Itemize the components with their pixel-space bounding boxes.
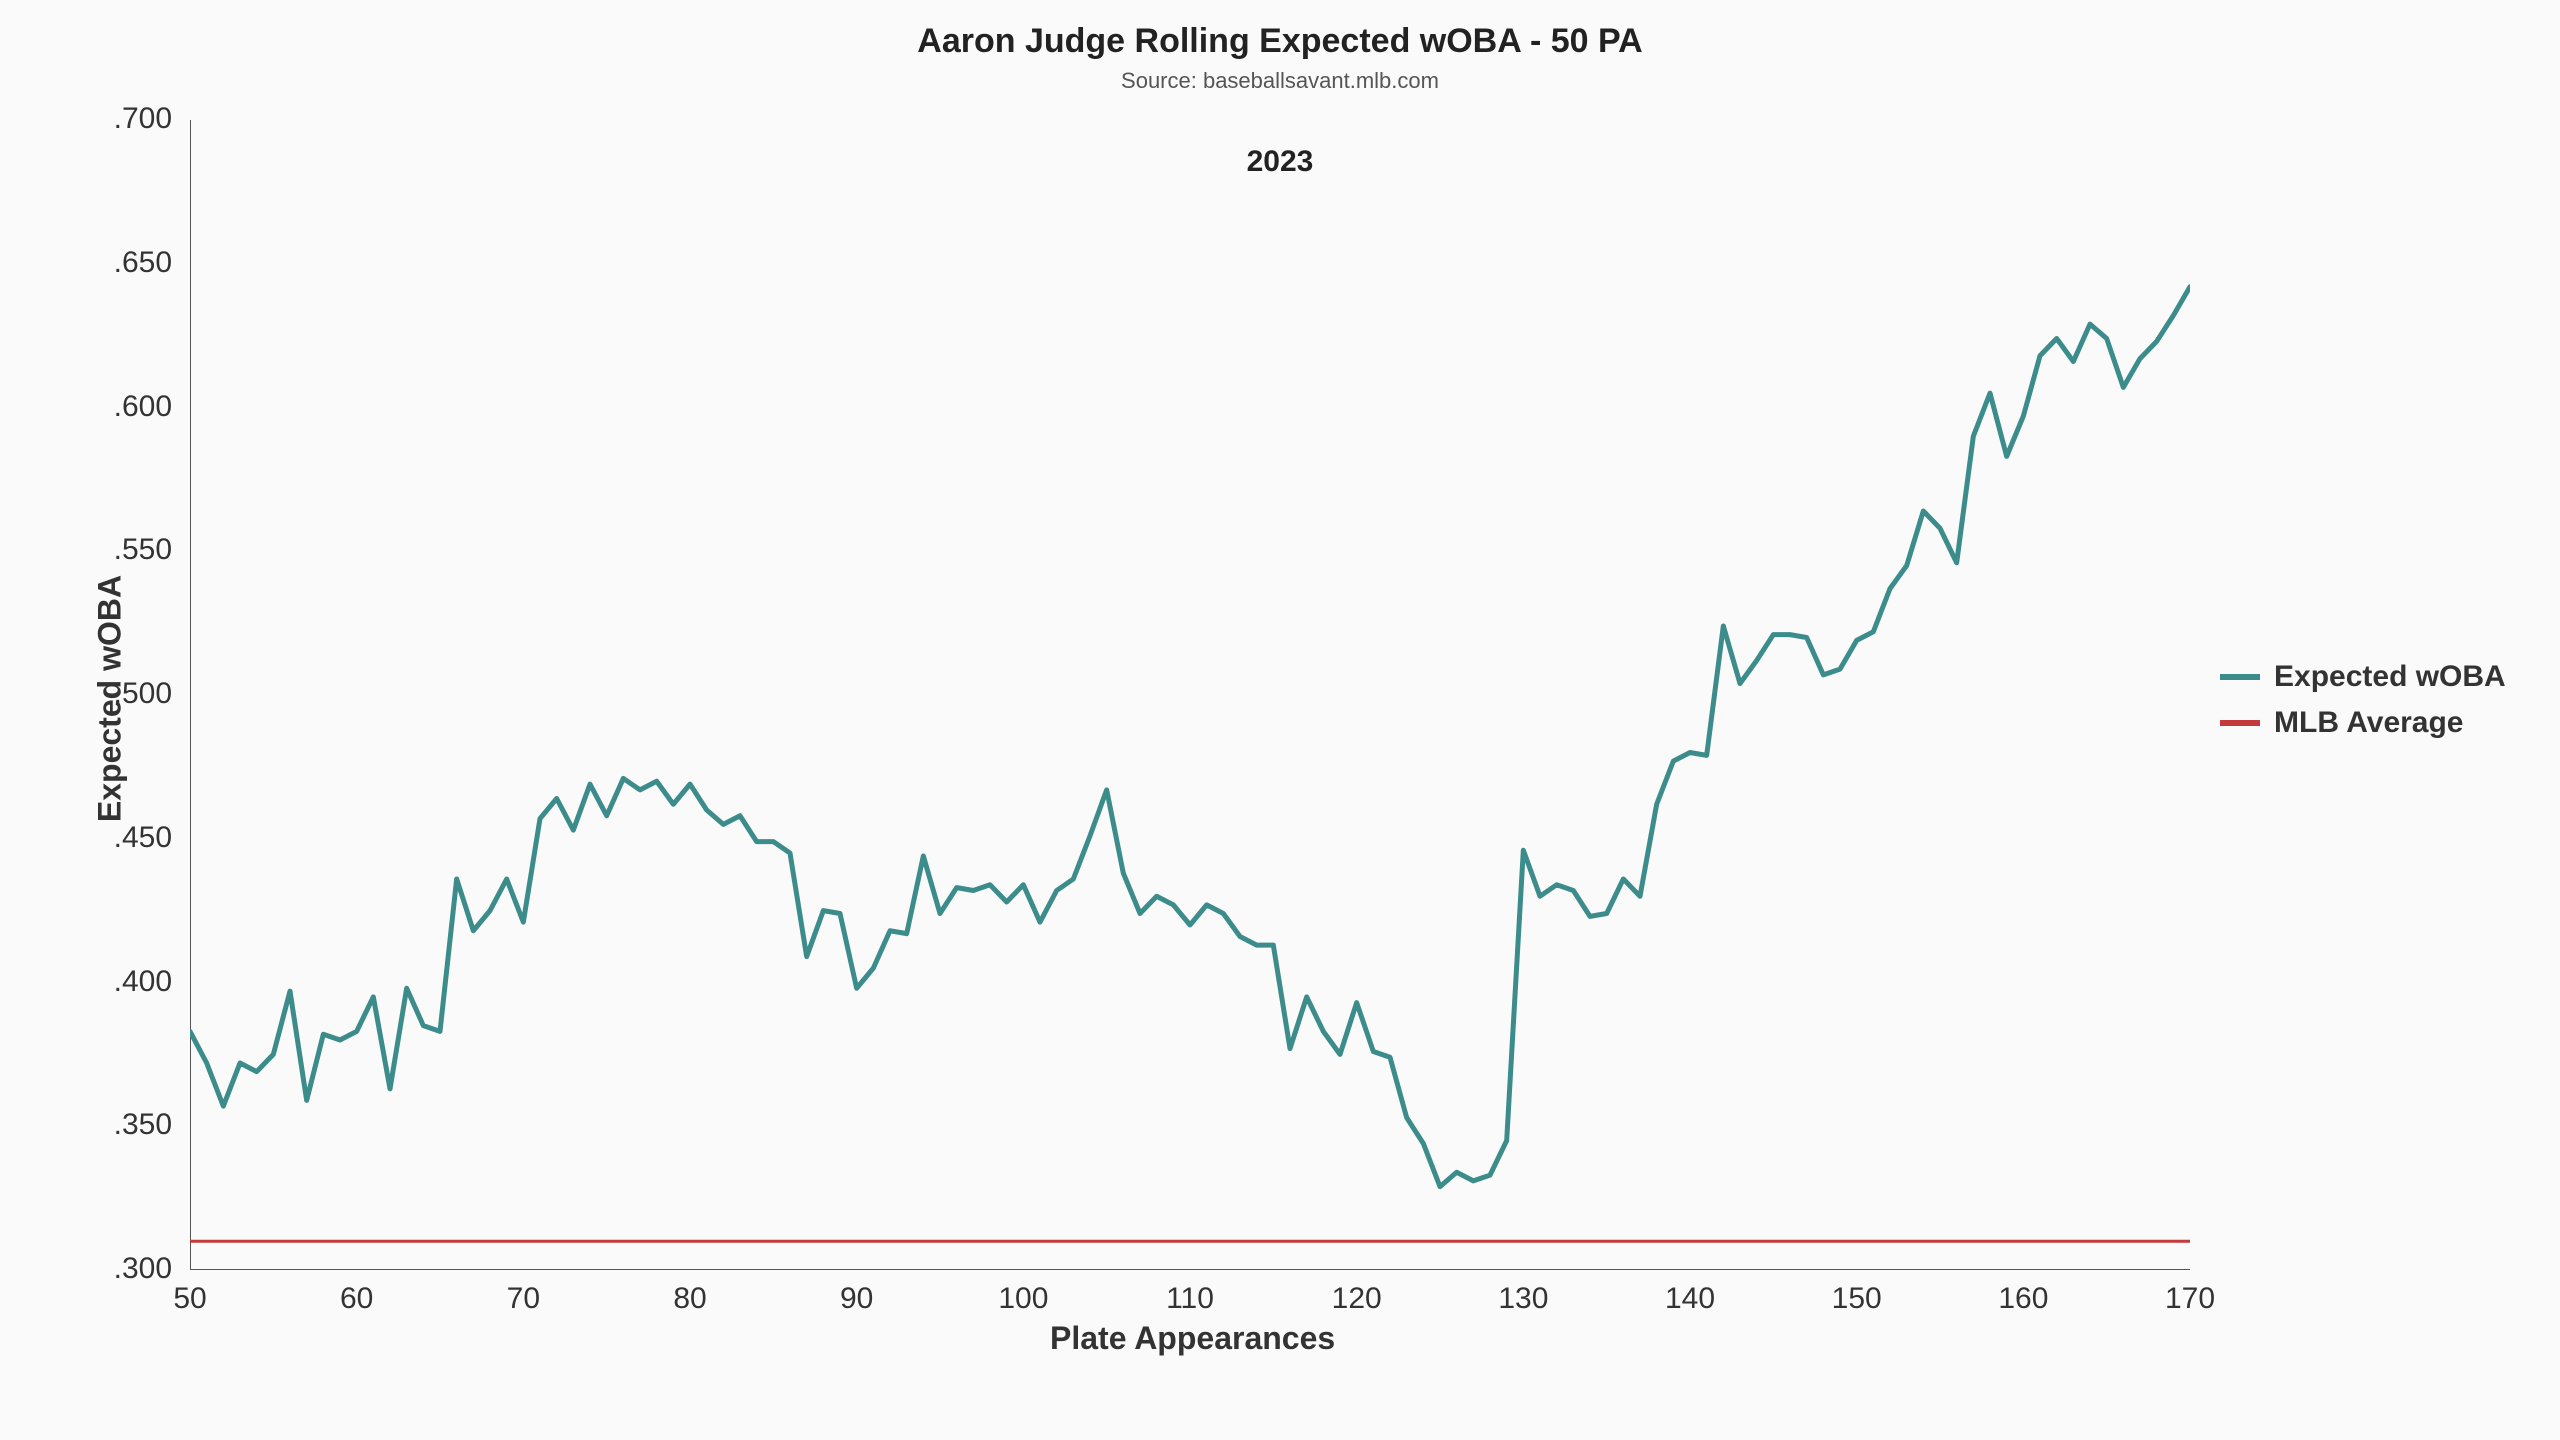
chart-title: Aaron Judge Rolling Expected wOBA - 50 P… (0, 22, 2560, 61)
y-tick-label: .550 (114, 533, 172, 567)
legend-swatch-avg (2220, 720, 2260, 726)
x-tick-label: 150 (1832, 1282, 1882, 1316)
y-tick-label: .400 (114, 965, 172, 999)
xwoba-series-line (190, 287, 2190, 1187)
x-tick-label: 60 (332, 1282, 382, 1316)
x-tick-label: 80 (665, 1282, 715, 1316)
y-tick-label: .350 (114, 1108, 172, 1142)
chart-subtitle: Source: baseballsavant.mlb.com (0, 68, 2560, 94)
x-tick-label: 130 (1498, 1282, 1548, 1316)
plot-svg (190, 120, 2190, 1270)
chart-container: Aaron Judge Rolling Expected wOBA - 50 P… (0, 0, 2560, 1440)
x-axis-label: Plate Appearances (1050, 1320, 1335, 1357)
y-tick-label: .600 (114, 390, 172, 424)
plot-area (190, 120, 2190, 1270)
legend-item-avg: MLB Average (2220, 706, 2506, 740)
x-tick-label: 120 (1332, 1282, 1382, 1316)
legend: Expected wOBA MLB Average (2220, 660, 2506, 752)
x-tick-label: 160 (1998, 1282, 2048, 1316)
x-tick-label: 70 (498, 1282, 548, 1316)
x-tick-label: 90 (832, 1282, 882, 1316)
y-tick-label: .700 (114, 102, 172, 136)
y-tick-label: .450 (114, 821, 172, 855)
x-tick-label: 170 (2165, 1282, 2215, 1316)
legend-item-xwoba: Expected wOBA (2220, 660, 2506, 694)
y-tick-label: .650 (114, 246, 172, 280)
x-tick-label: 100 (998, 1282, 1048, 1316)
legend-swatch-xwoba (2220, 674, 2260, 680)
legend-label-xwoba: Expected wOBA (2274, 660, 2506, 694)
x-tick-label: 110 (1165, 1282, 1215, 1316)
x-tick-label: 50 (165, 1282, 215, 1316)
legend-label-avg: MLB Average (2274, 706, 2464, 740)
y-tick-label: .300 (114, 1252, 172, 1286)
x-tick-label: 140 (1665, 1282, 1715, 1316)
y-tick-label: .500 (114, 677, 172, 711)
